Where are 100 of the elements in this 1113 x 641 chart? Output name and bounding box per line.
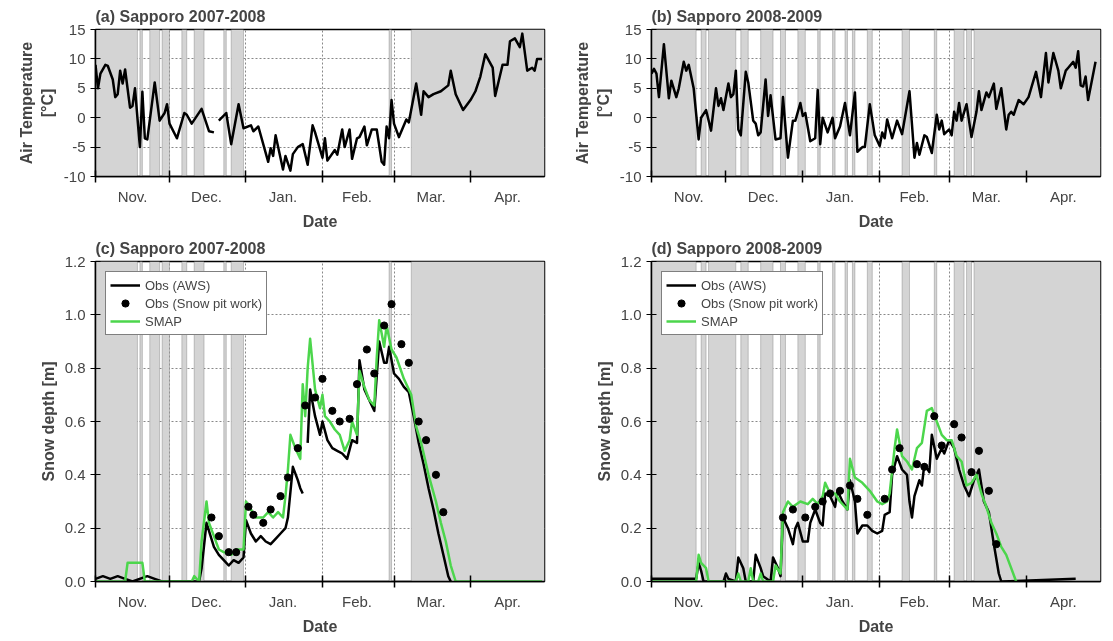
y-tick-label: 5 bbox=[633, 79, 642, 97]
point bbox=[259, 518, 268, 527]
y-tick-label: 0.4 bbox=[620, 465, 642, 483]
y-tick-label: 15 bbox=[624, 20, 642, 38]
point bbox=[863, 510, 872, 519]
legend-label: Obs (Snow pit work) bbox=[145, 295, 263, 311]
point bbox=[335, 417, 344, 426]
point bbox=[818, 497, 827, 506]
x-tick-label: Apr. bbox=[494, 187, 521, 205]
y-tick-label: 1.2 bbox=[64, 252, 86, 270]
point bbox=[880, 494, 889, 503]
y-tick-label: 0.8 bbox=[620, 359, 642, 377]
legend-label: Obs (AWS) bbox=[145, 277, 211, 293]
y-tick-label: 1.0 bbox=[620, 305, 642, 323]
y-tick-label: -5 bbox=[628, 138, 642, 156]
x-tick-label: Nov. bbox=[673, 592, 704, 610]
point bbox=[984, 486, 993, 495]
y-tick-label: 0 bbox=[77, 108, 86, 126]
legend-label: Obs (AWS) bbox=[701, 277, 767, 293]
point bbox=[421, 436, 431, 445]
y-tick-label: 15 bbox=[68, 20, 86, 38]
x-tick-label: Apr. bbox=[1049, 187, 1077, 205]
x-tick-label: Nov. bbox=[117, 592, 148, 610]
point bbox=[811, 502, 820, 511]
point bbox=[888, 465, 897, 474]
point bbox=[826, 489, 835, 498]
point bbox=[362, 345, 371, 354]
point bbox=[293, 444, 302, 453]
x-tick-label: Mar. bbox=[971, 187, 1001, 205]
point bbox=[950, 420, 959, 429]
line-series bbox=[651, 406, 1018, 582]
y-tick-label: 0.8 bbox=[64, 359, 86, 377]
point bbox=[853, 494, 862, 503]
point bbox=[992, 540, 1001, 549]
legend-label: Obs (Snow pit work) bbox=[701, 295, 819, 311]
y-tick-label: 0.4 bbox=[64, 465, 86, 483]
point bbox=[249, 510, 258, 519]
point bbox=[930, 412, 939, 421]
point bbox=[207, 513, 216, 522]
y-tick-label: -10 bbox=[619, 167, 642, 185]
x-axis-title: Date bbox=[858, 212, 894, 230]
point bbox=[244, 502, 253, 511]
x-tick-label: Apr. bbox=[1049, 592, 1077, 610]
x-tick-label: Apr. bbox=[494, 592, 521, 610]
point bbox=[912, 460, 922, 469]
point bbox=[318, 374, 327, 383]
point bbox=[224, 548, 233, 557]
point bbox=[967, 468, 976, 477]
x-axis-title: Date bbox=[302, 617, 338, 635]
x-tick-label: Nov. bbox=[117, 187, 148, 205]
x-axis-title: Date bbox=[302, 212, 338, 230]
y-tick-label: 0 bbox=[633, 108, 642, 126]
x-tick-label: Dec. bbox=[191, 592, 222, 610]
y-axis-title: Air Temperature [°C] bbox=[18, 41, 56, 165]
point bbox=[387, 300, 396, 309]
x-tick-label: Jan. bbox=[268, 592, 298, 610]
y-tick-label: 10 bbox=[624, 49, 642, 67]
point bbox=[895, 444, 904, 453]
y-tick-label: 10 bbox=[68, 49, 86, 67]
point bbox=[345, 414, 354, 423]
y-tick-label: 0.6 bbox=[620, 412, 642, 430]
legend-label: SMAP bbox=[701, 313, 738, 329]
x-tick-label: Mar. bbox=[971, 592, 1001, 610]
x-tick-label: Mar. bbox=[416, 187, 446, 205]
chart-title: (d) Sapporo 2008-2009 bbox=[651, 239, 823, 257]
chart-title: (a) Sapporo 2007-2008 bbox=[95, 7, 266, 25]
point bbox=[801, 513, 810, 522]
y-tick-label: 1.0 bbox=[64, 305, 86, 323]
chart-title: (c) Sapporo 2007-2008 bbox=[95, 239, 266, 257]
y-tick-label: 0.2 bbox=[620, 519, 642, 537]
point bbox=[397, 340, 406, 349]
x-tick-label: Feb. bbox=[899, 592, 930, 610]
x-tick-label: Dec. bbox=[747, 592, 779, 610]
y-tick-label: 1.2 bbox=[620, 252, 642, 270]
point bbox=[328, 406, 337, 415]
y-axis-title: Snow depth [m] bbox=[595, 361, 613, 482]
legend-label: SMAP bbox=[145, 313, 182, 329]
chart-title: (b) Sapporo 2008-2009 bbox=[651, 7, 823, 25]
point bbox=[788, 505, 797, 514]
y-tick-label: 0.6 bbox=[64, 412, 86, 430]
y-axis-title: Snow depth [m] bbox=[39, 361, 57, 482]
x-tick-label: Feb. bbox=[899, 187, 930, 205]
y-tick-label: 5 bbox=[77, 79, 86, 97]
x-axis-title: Date bbox=[858, 617, 894, 635]
x-tick-label: Mar. bbox=[416, 592, 446, 610]
point bbox=[266, 505, 275, 514]
point bbox=[404, 358, 413, 367]
point bbox=[835, 486, 845, 495]
point bbox=[232, 548, 241, 557]
x-tick-label: Jan. bbox=[825, 187, 855, 205]
point bbox=[974, 446, 984, 455]
y-tick-label: -5 bbox=[72, 138, 86, 156]
x-tick-label: Nov. bbox=[673, 187, 704, 205]
y-tick-label: 0.0 bbox=[620, 572, 642, 590]
point bbox=[414, 417, 423, 426]
point bbox=[301, 401, 310, 410]
point bbox=[778, 513, 788, 522]
point bbox=[845, 481, 855, 490]
point bbox=[380, 321, 389, 330]
point bbox=[920, 462, 929, 471]
